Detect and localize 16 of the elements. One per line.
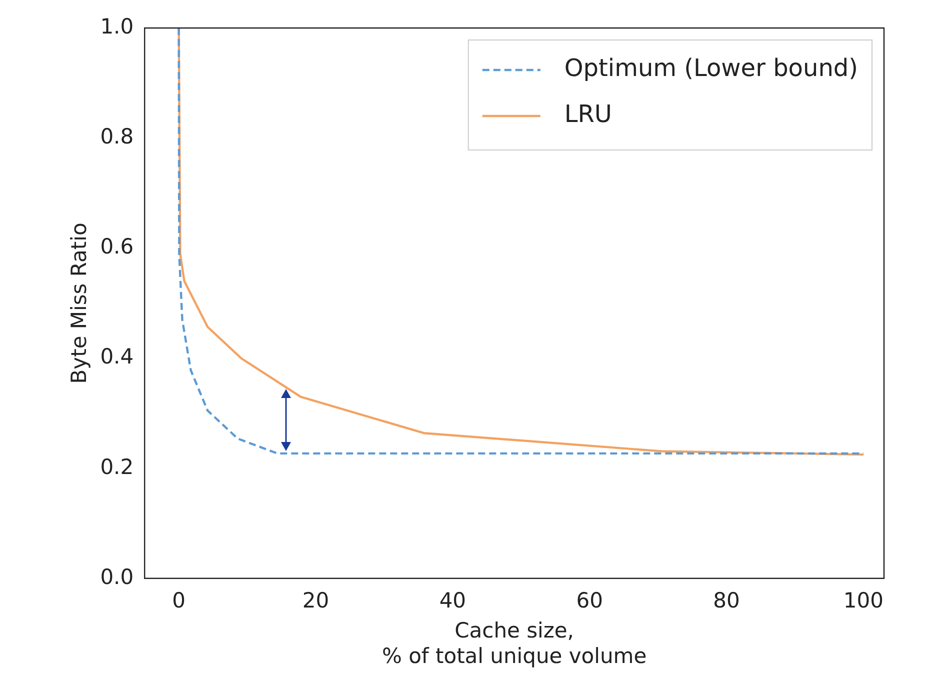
x-tick-label: 40 [439, 588, 466, 612]
x-tick-label: 20 [302, 588, 330, 612]
y-tick-label: 0.6 [100, 234, 134, 259]
y-axis-title: Byte Miss Ratio [67, 222, 92, 384]
x-tick-label: 60 [576, 588, 603, 612]
y-tick-label: 1.0 [100, 14, 134, 38]
y-tick-label: 0.8 [100, 124, 134, 149]
x-tick-label: 0 [172, 588, 186, 612]
x-axis-title: Cache size, % of total unique volume [382, 618, 647, 668]
y-tick-label: 0.2 [100, 454, 134, 479]
y-tick-label: 0.0 [100, 564, 134, 589]
y-tick-label: 0.4 [100, 344, 134, 369]
legend-label: Optimum (Lower bound) [564, 54, 858, 82]
x-tick-label: 100 [843, 588, 884, 612]
legend-label: LRU [564, 100, 612, 128]
x-tick-label: 80 [713, 588, 740, 612]
